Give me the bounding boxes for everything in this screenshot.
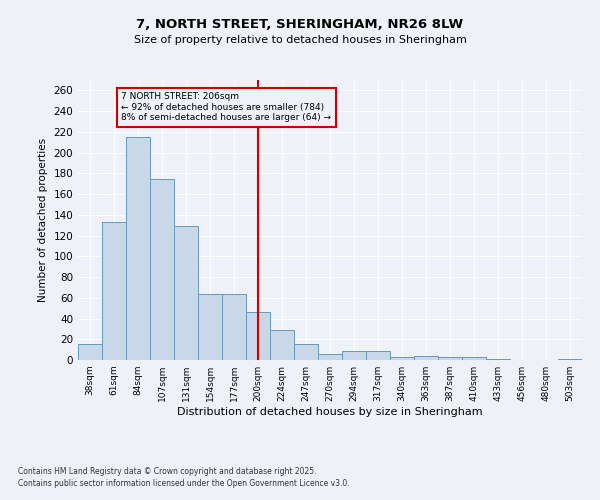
Bar [222,294,246,360]
Y-axis label: Number of detached properties: Number of detached properties [38,138,48,302]
Bar [414,356,438,360]
Bar [270,330,294,360]
Bar [438,357,462,360]
Bar [294,344,318,360]
Bar [558,359,582,360]
Bar [486,359,510,360]
Bar [198,294,222,360]
X-axis label: Distribution of detached houses by size in Sheringham: Distribution of detached houses by size … [177,407,483,417]
Bar [246,312,270,360]
Text: Contains HM Land Registry data © Crown copyright and database right 2025.: Contains HM Land Registry data © Crown c… [18,467,317,476]
Bar [150,178,174,360]
Text: Contains public sector information licensed under the Open Government Licence v3: Contains public sector information licen… [18,478,350,488]
Bar [174,226,198,360]
Bar [102,222,126,360]
Text: Size of property relative to detached houses in Sheringham: Size of property relative to detached ho… [134,35,466,45]
Bar [78,344,102,360]
Bar [342,350,366,360]
Text: 7 NORTH STREET: 206sqm
← 92% of detached houses are smaller (784)
8% of semi-det: 7 NORTH STREET: 206sqm ← 92% of detached… [121,92,331,122]
Bar [390,357,414,360]
Bar [126,137,150,360]
Bar [462,357,486,360]
Text: 7, NORTH STREET, SHERINGHAM, NR26 8LW: 7, NORTH STREET, SHERINGHAM, NR26 8LW [136,18,464,30]
Bar [318,354,342,360]
Bar [366,350,390,360]
